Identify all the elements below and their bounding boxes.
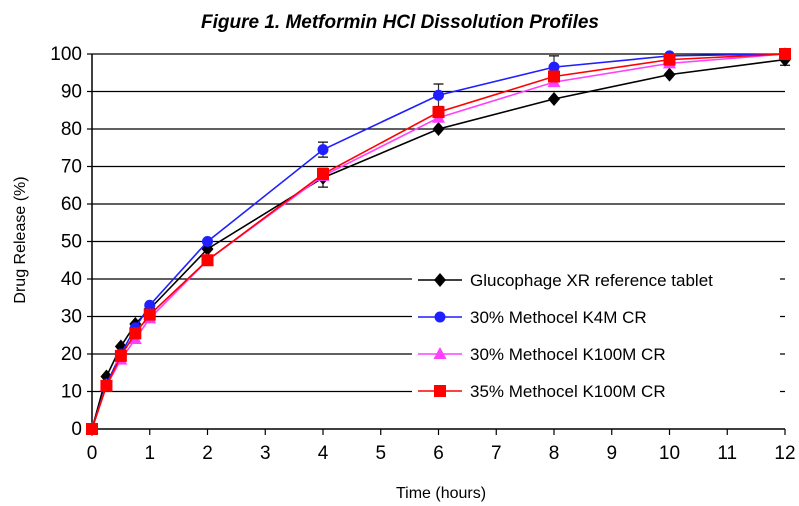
legend-label-4: 35% Methocel K100M CR [470,382,666,401]
point-4-1 [100,379,113,392]
legend: Glucophage XR reference tablet 30% Methoc… [412,260,780,412]
legend-label-3: 30% Methocel K100M CR [470,345,666,364]
x-tick-label-8: 8 [549,443,560,464]
y-tick-label-30: 30 [61,307,82,328]
series-4 [86,48,791,435]
x-tick-label-6: 6 [433,443,444,464]
point-2-5 [202,236,213,247]
x-tick-label-11: 11 [717,443,737,464]
chart-title: Figure 1. Metformin HCl Dissolution Prof… [201,12,599,33]
x-tick-label-2: 2 [202,443,213,464]
point-1-9 [663,67,676,82]
point-1-7 [432,122,445,136]
x-tick-label-10: 10 [659,443,680,464]
point-4-4 [143,308,156,321]
y-tick-label-80: 80 [61,119,82,140]
point-4-10 [779,48,791,60]
point-1-8 [548,92,560,106]
point-4-5 [201,254,214,267]
point-2-7 [433,89,444,101]
x-tick-label-3: 3 [260,443,271,464]
legend-marker-1 [434,273,446,287]
y-tick-label-40: 40 [61,269,82,290]
legend-marker-2 [434,311,446,323]
point-2-6 [317,144,329,156]
x-tick-label-1: 1 [144,443,155,464]
point-4-7 [432,106,445,119]
legend-background [412,260,780,412]
y-tick-label-50: 50 [61,232,82,253]
legend-marker-3 [433,347,447,359]
legend-marker-4 [434,385,446,397]
point-2-8 [548,61,560,73]
x-axis-label: Time (hours) [396,485,486,502]
y-tick-label-100: 100 [50,44,82,65]
x-tick-label-4: 4 [318,443,329,464]
x-tick-label-7: 7 [491,443,502,464]
y-tick-label-90: 90 [61,82,82,103]
x-tick-label-12: 12 [774,443,795,464]
point-4-6 [317,168,329,180]
legend-label-2: 30% Methocel K4M CR [470,308,647,327]
y-axis-ticks: 0 10 20 30 40 50 60 70 80 90 100 [50,44,92,440]
point-2-4 [144,299,156,311]
legend-label-1: Glucophage XR reference tablet [470,271,713,290]
x-tick-label-0: 0 [87,443,98,464]
y-tick-label-60: 60 [61,194,82,215]
y-tick-label-10: 10 [61,382,82,403]
point-4-0 [86,423,98,435]
point-4-3 [129,327,142,340]
y-axis-label: Drug Release (%) [12,176,29,303]
x-tick-label-9: 9 [606,443,617,464]
series-layer [85,47,792,436]
y-tick-label-20: 20 [61,344,82,365]
point-4-8 [548,70,560,83]
y-tick-label-70: 70 [61,157,82,178]
x-axis-ticks: 0 1 2 3 4 5 6 7 8 9 10 11 12 [87,429,796,464]
point-4-9 [663,53,676,66]
x-tick-label-5: 5 [375,443,386,464]
point-4-2 [114,349,127,362]
y-tick-label-0: 0 [71,419,82,440]
